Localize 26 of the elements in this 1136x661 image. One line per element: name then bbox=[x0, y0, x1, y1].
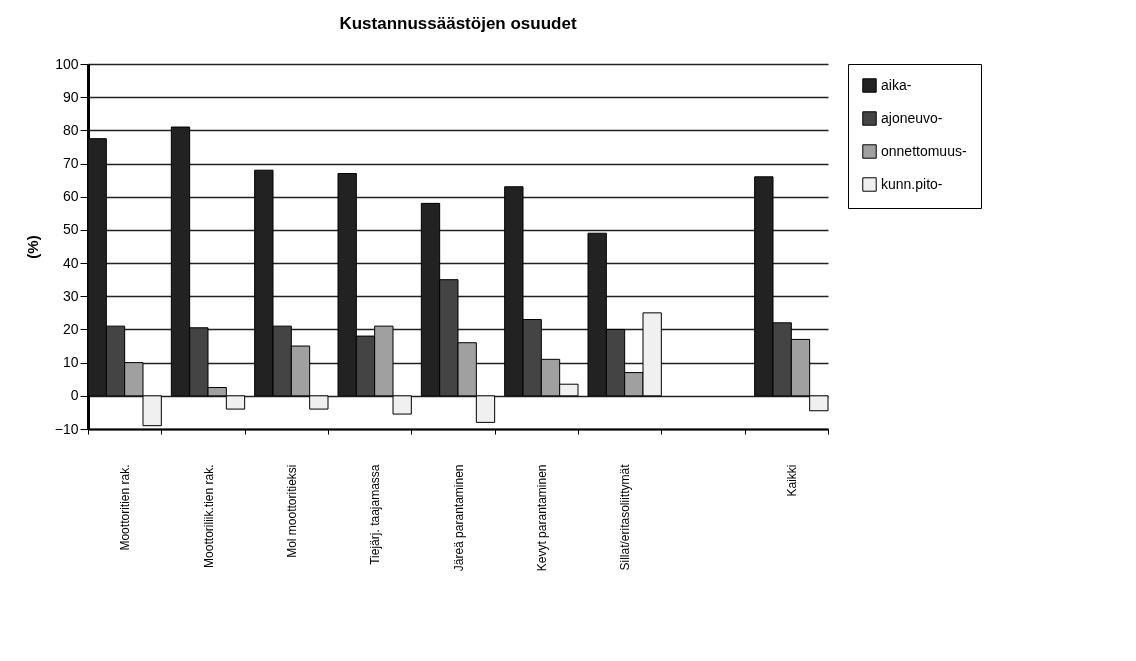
legend-label: aika- bbox=[881, 76, 912, 93]
y-tick-label: 20 bbox=[62, 320, 79, 337]
y-tick-label: 50 bbox=[62, 221, 79, 238]
legend-label: ajoneuvo- bbox=[881, 109, 943, 126]
x-tick-label: Sillat/eritasoliittymät bbox=[618, 463, 633, 571]
x-tick-label: Moottoritien rak. bbox=[118, 464, 133, 551]
y-tick-label: 70 bbox=[62, 155, 79, 172]
x-tick-label: Mol moottoritieksi bbox=[284, 464, 299, 558]
y-tick-label: 0 bbox=[70, 387, 79, 404]
legend-label: onnettomuus- bbox=[881, 142, 967, 159]
y-axis-title: (%) bbox=[23, 235, 41, 259]
y-tick-label: 10 bbox=[62, 354, 79, 371]
x-tick-label: Järeä parantaminen bbox=[451, 464, 466, 572]
chart-title: Kustannussäästöjen osuudet bbox=[339, 14, 577, 33]
x-tick-label: Kaikki bbox=[784, 464, 799, 497]
y-tick-label: 80 bbox=[62, 121, 79, 138]
legend-label: kunn.pito- bbox=[881, 175, 943, 192]
y-tick-label: 30 bbox=[62, 287, 79, 304]
y-tick-label: −10 bbox=[54, 420, 79, 437]
x-tick-label: Tiejärj. taajamassa bbox=[368, 464, 383, 565]
x-tick-label: Moottoriliik.tien rak. bbox=[201, 464, 216, 568]
y-tick-label: 100 bbox=[55, 55, 79, 72]
x-tick-label: Kevyt parantaminen bbox=[534, 464, 549, 572]
y-tick-label: 40 bbox=[62, 254, 79, 271]
y-tick-label: 90 bbox=[62, 88, 79, 105]
y-tick-label: 60 bbox=[62, 188, 79, 205]
